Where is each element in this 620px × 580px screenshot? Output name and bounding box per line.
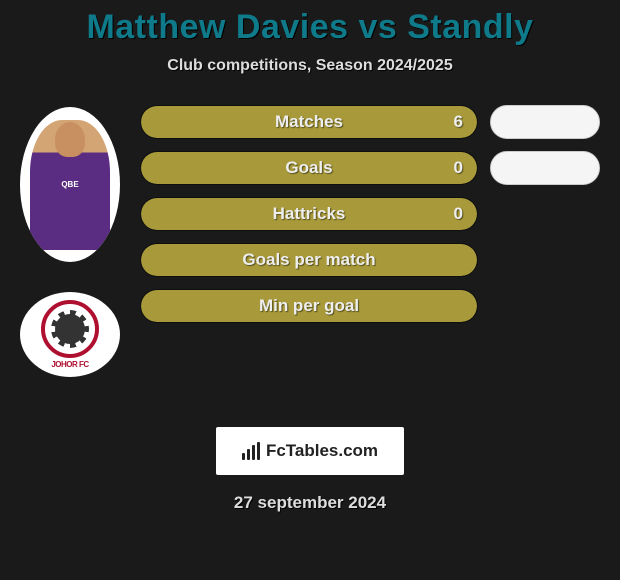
subtitle: Club competitions, Season 2024/2025 bbox=[0, 57, 620, 75]
jersey-sponsor: QBE bbox=[30, 180, 110, 189]
stat-label: Min per goal bbox=[141, 296, 477, 316]
stat-label: Goals per match bbox=[141, 250, 477, 270]
bar-chart-icon bbox=[242, 442, 260, 460]
stat-bar-right bbox=[490, 105, 600, 139]
stat-bar-left: Matches6 bbox=[140, 105, 478, 139]
stat-bar-right bbox=[490, 151, 600, 185]
club-name: JOHOR FC bbox=[51, 360, 88, 369]
stat-value-left: 0 bbox=[454, 158, 463, 178]
date-text: 27 september 2024 bbox=[0, 493, 620, 513]
gear-icon bbox=[55, 314, 85, 344]
stat-label: Hattricks bbox=[141, 204, 477, 224]
stat-row: Matches6 bbox=[140, 105, 600, 139]
stat-row: Hattricks0 bbox=[140, 197, 600, 231]
stat-row: Goals per match bbox=[140, 243, 600, 277]
stat-label: Matches bbox=[141, 112, 477, 132]
footer: FcTables.com 27 september 2024 bbox=[0, 427, 620, 513]
player-photo: QBE bbox=[20, 107, 120, 262]
stat-value-left: 6 bbox=[454, 112, 463, 132]
comparison-card: Matthew Davies vs Standly Club competiti… bbox=[0, 0, 620, 513]
player-column: QBE JOHOR FC bbox=[10, 105, 130, 377]
page-title: Matthew Davies vs Standly bbox=[0, 8, 620, 47]
stat-bar-left: Hattricks0 bbox=[140, 197, 478, 231]
main-row: QBE JOHOR FC Matches6Goals0Hattricks0Goa… bbox=[0, 105, 620, 377]
fctables-badge[interactable]: FcTables.com bbox=[216, 427, 404, 475]
stat-row: Min per goal bbox=[140, 289, 600, 323]
stat-label: Goals bbox=[141, 158, 477, 178]
brand-text: FcTables.com bbox=[266, 441, 378, 461]
stat-bar-left: Goals per match bbox=[140, 243, 478, 277]
club-logo-ring bbox=[41, 300, 99, 358]
stats-column: Matches6Goals0Hattricks0Goals per matchM… bbox=[130, 105, 610, 323]
stat-bar-left: Goals0 bbox=[140, 151, 478, 185]
club-logo: JOHOR FC bbox=[20, 292, 120, 377]
player-jersey: QBE bbox=[30, 120, 110, 250]
stat-bar-left: Min per goal bbox=[140, 289, 478, 323]
stat-value-left: 0 bbox=[454, 204, 463, 224]
stat-row: Goals0 bbox=[140, 151, 600, 185]
